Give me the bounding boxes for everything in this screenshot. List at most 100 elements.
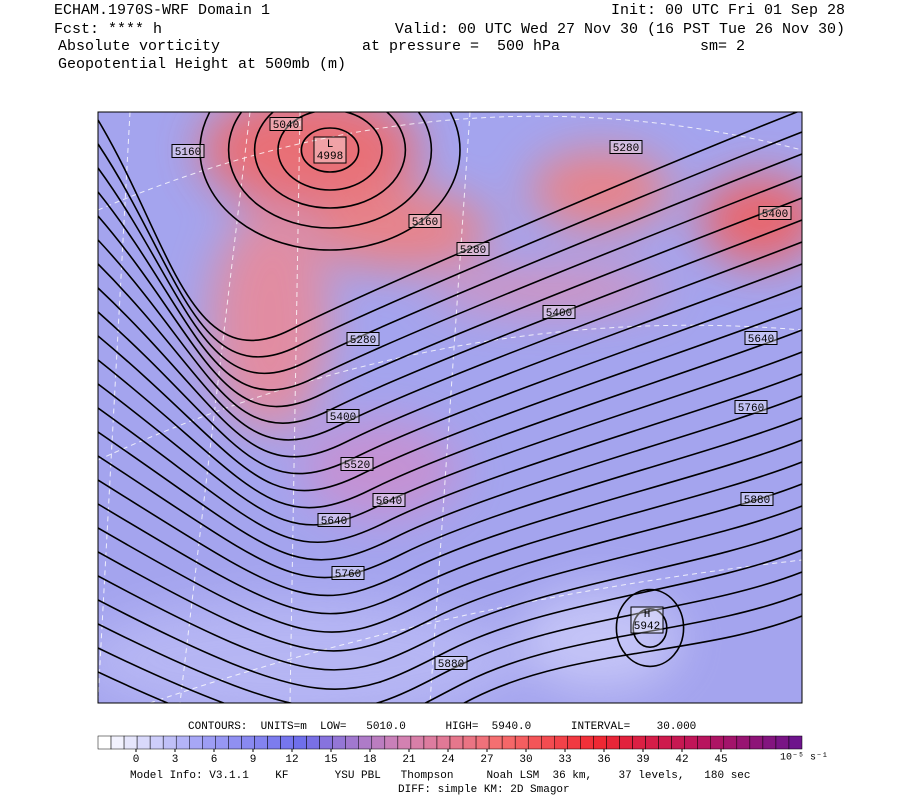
colorbar-label: 6 xyxy=(211,754,218,766)
contour-label: 5040 xyxy=(273,120,299,132)
colorbar-box xyxy=(606,735,620,750)
colorbar-box xyxy=(423,735,438,750)
contour-label: 5400 xyxy=(330,412,356,424)
colorbar-label: 24 xyxy=(441,754,455,766)
label-box xyxy=(542,305,576,319)
contour-label: 5880 xyxy=(744,495,770,507)
colorbar-box xyxy=(749,735,764,750)
colorbar-label: 27 xyxy=(480,754,493,766)
colorbar-box xyxy=(514,735,529,750)
colorbar-label: 12 xyxy=(285,754,298,766)
colorbar-box xyxy=(775,735,790,750)
contour-line xyxy=(98,153,802,375)
contour-label: 5280 xyxy=(613,143,639,155)
contour-line xyxy=(98,112,800,342)
high-symbol: H xyxy=(644,609,651,621)
contour-line xyxy=(98,439,802,597)
colorbar-box xyxy=(593,735,607,750)
low-value: 4998 xyxy=(317,151,343,163)
label-box xyxy=(372,493,406,507)
label-box xyxy=(313,136,347,164)
colorbar-box xyxy=(567,735,581,750)
colorbar-box xyxy=(215,735,229,750)
colorbar-box xyxy=(293,735,307,750)
label-box xyxy=(456,242,490,256)
colorbar-box xyxy=(306,735,320,750)
colorbar-box xyxy=(97,735,112,750)
label-box xyxy=(408,214,442,228)
contour-line xyxy=(98,131,802,358)
colorbar-box xyxy=(123,735,138,750)
colorbar-label: 9 xyxy=(250,754,257,766)
colorbar-box xyxy=(619,735,633,750)
contour-label: 5520 xyxy=(344,460,370,472)
colorbar-box xyxy=(267,735,281,750)
smoothing: sm= 2 xyxy=(700,38,745,55)
contour-label: 5760 xyxy=(335,569,361,581)
colorbar-box xyxy=(162,735,177,750)
contour-low xyxy=(199,112,461,251)
title: ECHAM.1970S-WRF Domain 1 xyxy=(54,2,270,19)
high-value: 5942 xyxy=(634,621,660,633)
contour-line xyxy=(98,417,802,579)
colorbar-box xyxy=(136,735,151,750)
colorbar-box xyxy=(632,735,646,750)
colorbar-box xyxy=(397,735,412,750)
colorbar-box xyxy=(449,735,464,750)
colorbar-unit: 10⁻⁵ s⁻¹ xyxy=(780,753,828,764)
colorbar-box xyxy=(358,735,373,750)
contour-low xyxy=(300,127,360,173)
colorbar-box xyxy=(475,735,490,750)
contour-line xyxy=(98,175,802,391)
label-box xyxy=(740,492,774,506)
label-box xyxy=(340,457,374,471)
colorbar-box xyxy=(736,735,751,750)
colorbar-box xyxy=(501,735,516,750)
forecast: Fcst: **** h xyxy=(54,21,162,38)
label-box xyxy=(331,566,365,580)
label-box xyxy=(346,332,380,346)
label-box xyxy=(269,117,303,131)
contour-line xyxy=(98,307,802,492)
contour-line xyxy=(98,615,802,703)
contour-label: 5760 xyxy=(738,403,764,415)
colorbar-box xyxy=(684,735,698,750)
contour-line xyxy=(98,571,802,703)
label-box xyxy=(734,400,768,414)
colorbar-box xyxy=(527,735,542,750)
contour-line xyxy=(98,395,802,561)
pressure: at pressure = 500 hPa xyxy=(362,38,560,55)
contour-line xyxy=(98,593,802,703)
contour-label: 5280 xyxy=(350,335,376,347)
colorbar-box xyxy=(345,735,359,750)
colorbar-box xyxy=(332,735,346,750)
colorbar-box xyxy=(645,735,659,750)
colorbar-box xyxy=(541,735,555,750)
label-box xyxy=(317,513,351,527)
colorbar-box xyxy=(319,735,333,750)
colorbar-box xyxy=(202,735,216,750)
contour-line xyxy=(98,329,802,509)
contour-info: CONTOURS: UNITS=m LOW= 5010.0 HIGH= 5940… xyxy=(188,721,696,733)
label-box xyxy=(630,606,664,634)
colorbar-box xyxy=(710,735,725,750)
contour-line xyxy=(98,351,802,526)
label-box xyxy=(326,409,360,423)
contour-label: 5160 xyxy=(412,217,438,229)
colorbar-box xyxy=(488,735,503,750)
colorbar-box xyxy=(384,735,399,750)
contour-label: 5640 xyxy=(321,516,347,528)
contour-low xyxy=(253,112,407,209)
contour-line xyxy=(98,505,802,652)
contour-line xyxy=(98,461,802,615)
colorbar-label: 0 xyxy=(133,754,140,766)
label-box xyxy=(744,331,778,345)
label-box xyxy=(171,144,205,158)
colorbar-label: 45 xyxy=(714,754,727,766)
contour-line xyxy=(98,483,802,633)
colorbar-box xyxy=(280,735,294,750)
label-box xyxy=(758,206,792,220)
colorbar-box xyxy=(241,735,255,750)
colorbar-box xyxy=(658,735,672,750)
